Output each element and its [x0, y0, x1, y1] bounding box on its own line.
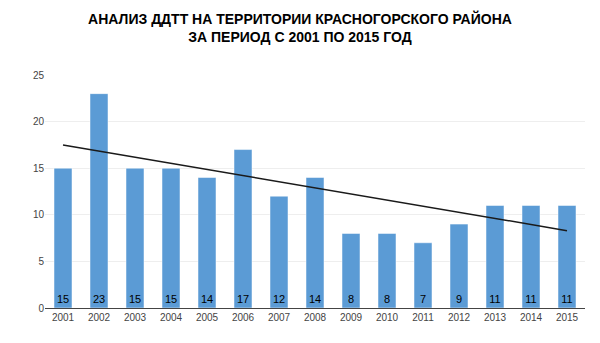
svg-text:15: 15 — [57, 293, 69, 305]
svg-text:8: 8 — [384, 293, 390, 305]
svg-text:20: 20 — [33, 116, 45, 127]
svg-text:2005: 2005 — [196, 312, 219, 323]
svg-text:2011: 2011 — [412, 312, 434, 323]
svg-text:14: 14 — [201, 293, 213, 305]
svg-text:15: 15 — [33, 163, 45, 174]
svg-text:5: 5 — [38, 256, 44, 267]
svg-text:9: 9 — [456, 293, 462, 305]
svg-text:8: 8 — [348, 293, 354, 305]
svg-text:2009: 2009 — [340, 312, 363, 323]
svg-text:2007: 2007 — [268, 312, 291, 323]
svg-text:2001: 2001 — [52, 312, 75, 323]
svg-text:2008: 2008 — [304, 312, 327, 323]
svg-text:12: 12 — [273, 293, 285, 305]
svg-text:15: 15 — [129, 293, 141, 305]
svg-text:10: 10 — [33, 209, 45, 220]
svg-text:25: 25 — [33, 70, 45, 81]
svg-text:2004: 2004 — [160, 312, 183, 323]
svg-text:2014: 2014 — [520, 312, 543, 323]
svg-text:15: 15 — [165, 293, 177, 305]
svg-text:0: 0 — [38, 303, 44, 314]
svg-text:23: 23 — [93, 293, 105, 305]
svg-text:2015: 2015 — [556, 312, 579, 323]
svg-text:17: 17 — [237, 293, 249, 305]
svg-text:11: 11 — [489, 293, 500, 305]
svg-text:2012: 2012 — [448, 312, 471, 323]
svg-text:2006: 2006 — [232, 312, 255, 323]
svg-text:2013: 2013 — [484, 312, 507, 323]
svg-text:2002: 2002 — [88, 312, 111, 323]
svg-text:2010: 2010 — [376, 312, 399, 323]
svg-text:2003: 2003 — [124, 312, 147, 323]
svg-text:АНАЛИЗ ДДТТ НА ТЕРРИТОРИИ КРАС: АНАЛИЗ ДДТТ НА ТЕРРИТОРИИ КРАСНОГОРСКОГО… — [88, 10, 512, 45]
svg-text:14: 14 — [309, 293, 321, 305]
svg-text:11: 11 — [561, 293, 572, 305]
svg-text:11: 11 — [525, 293, 536, 305]
svg-text:7: 7 — [420, 293, 426, 305]
